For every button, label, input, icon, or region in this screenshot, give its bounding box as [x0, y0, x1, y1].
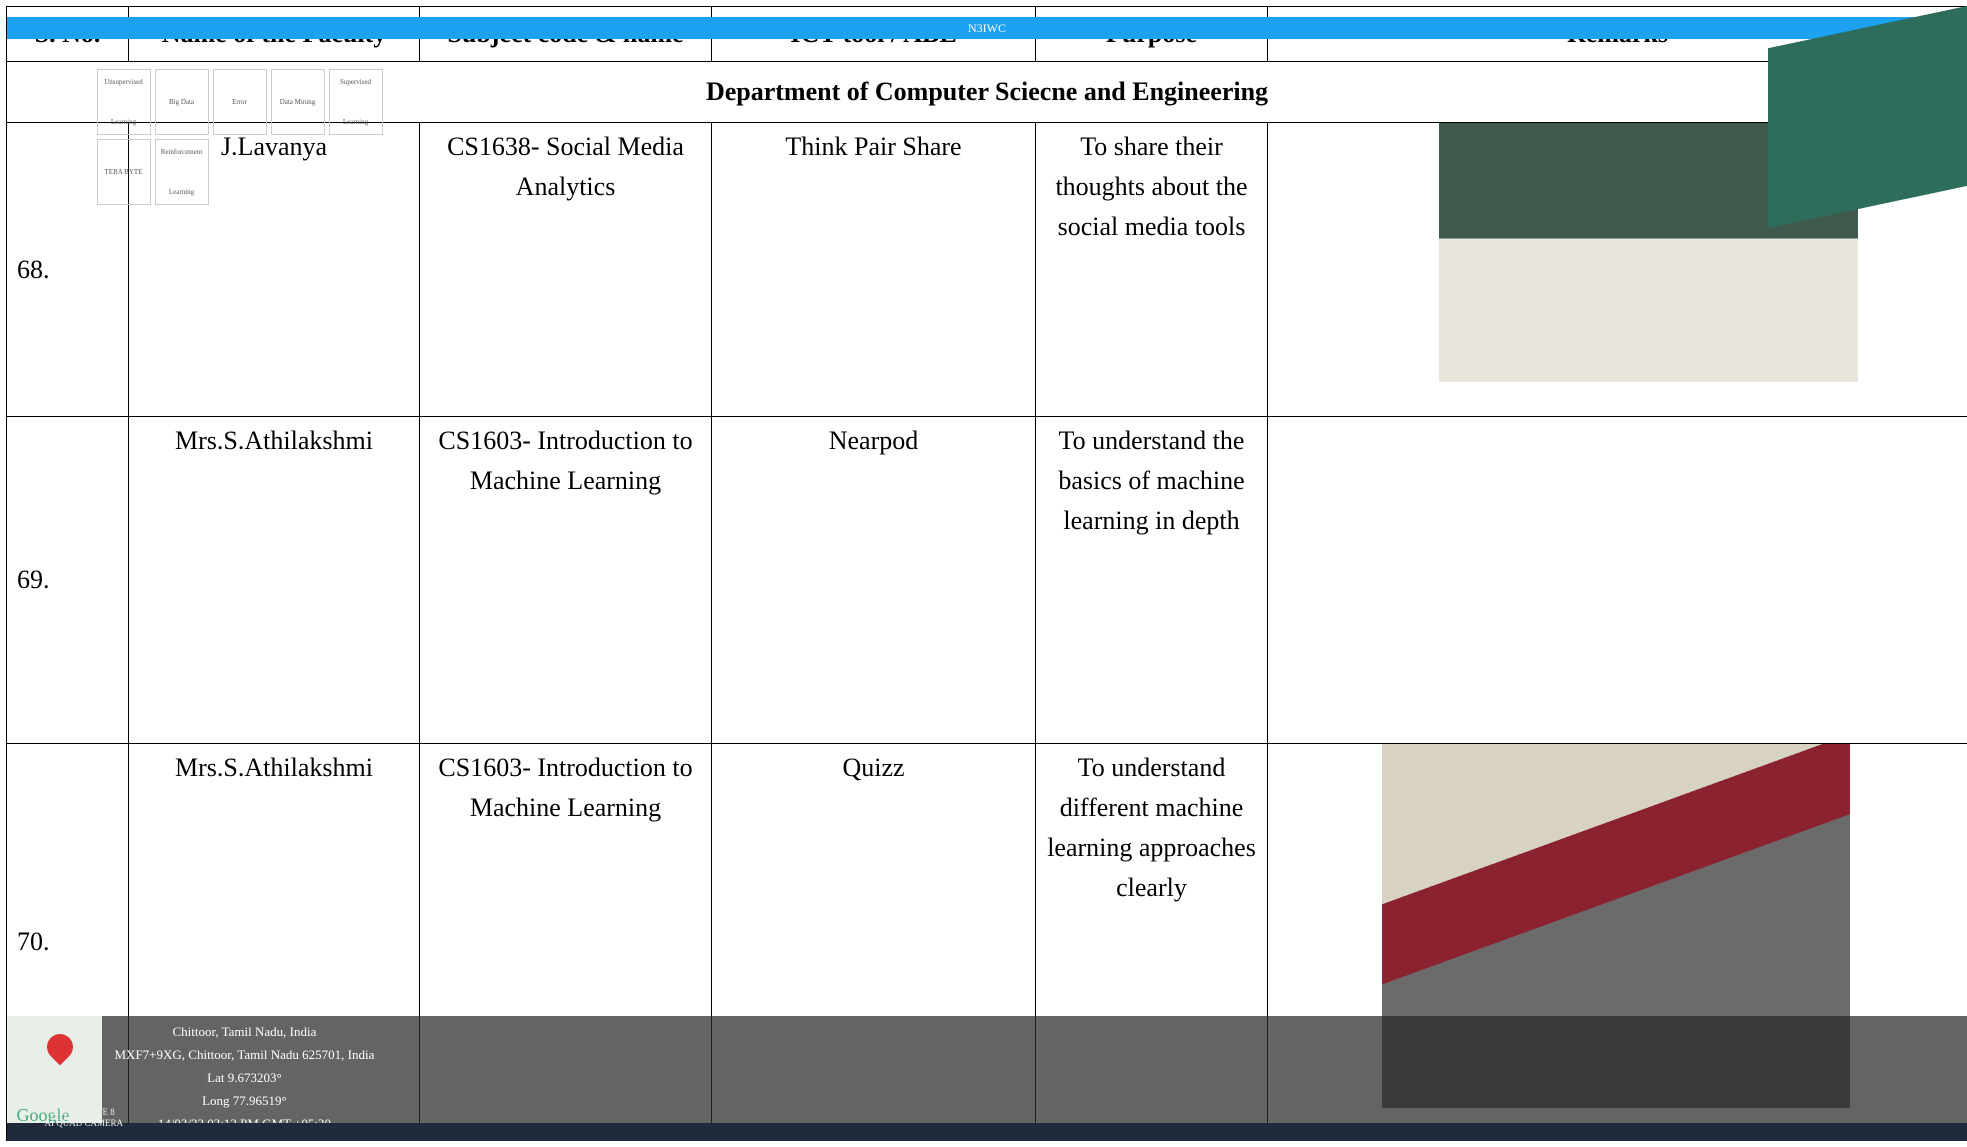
subject: CS1603- Introduction to Machine Learning [419, 416, 712, 744]
ict-tool: Think Pair Share [711, 122, 1036, 417]
faculty-name: Mrs.S.Athilakshmi [128, 416, 420, 744]
ict-tool: Nearpod [711, 416, 1036, 744]
subject: CS1638- Social Media Analytics [419, 122, 712, 417]
serial-number: 68. [6, 122, 129, 417]
table-body: Department of Computer Sciecne and Engin… [6, 5, 1967, 1141]
photo: Google Chittoor, Tamil Nadu, India MXF7+9X… [6, 123, 1967, 1141]
faculty-name: J.Lavanya [128, 122, 420, 417]
purpose: To understand the basics of machine lear… [1035, 416, 1268, 744]
remarks: N3IWC Unsupervised Learning Big Data Error D… [6, 16, 1967, 1141]
photo: N3IWC Unsupervised Learning Big Data Error D… [6, 16, 1967, 1141]
purpose: To share their thoughts about the social… [1035, 122, 1268, 417]
faculty-table: S. No.Name of the FacultySubject code & … [6, 5, 1967, 1141]
table-row: 69. Mrs.S.Athilakshmi CS1603- Introduction… [6, 16, 1967, 1141]
serial-number: 69. [6, 416, 129, 744]
